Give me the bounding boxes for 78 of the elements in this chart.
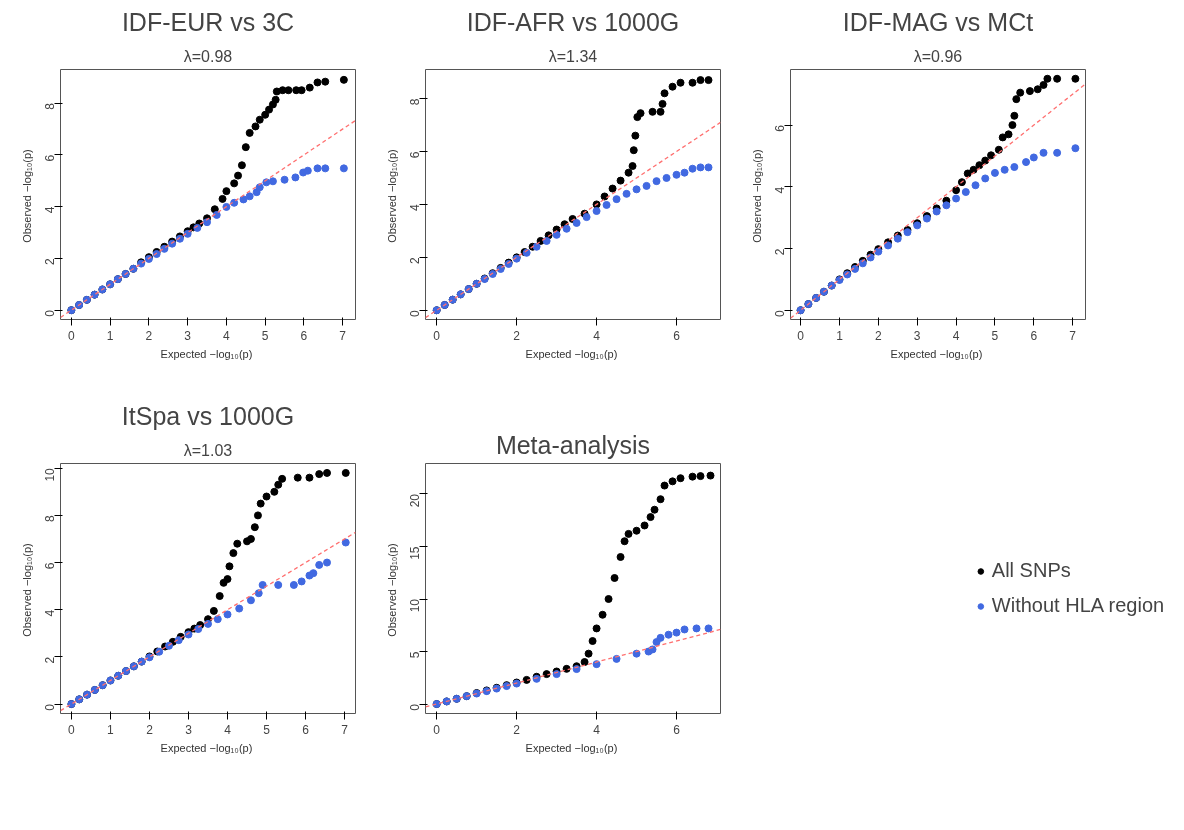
- y-tick-label: 0: [43, 703, 57, 711]
- y-tick-label: 8: [43, 102, 57, 110]
- x-tick-label: 3: [184, 328, 192, 343]
- x-tick-label: 6: [673, 722, 681, 737]
- x-tick-label: 2: [513, 328, 521, 343]
- y-tick-label: 0: [408, 309, 422, 317]
- x-tick-label: 5: [263, 722, 271, 737]
- x-tick-label: 4: [223, 328, 231, 343]
- y-tick-label: 6: [408, 151, 422, 159]
- y-tick-label: 4: [43, 609, 57, 617]
- chart-subtitle: λ=0.98: [183, 47, 233, 65]
- y-tick-label: 2: [43, 656, 57, 664]
- y-axis-title: Observed −log₁₀(p): [385, 149, 398, 243]
- y-tick-label: 15: [408, 546, 422, 560]
- y-tick-label: 0: [773, 309, 787, 317]
- chart-title: IDF-EUR vs 3C: [121, 7, 295, 36]
- x-tick-label: 6: [300, 328, 308, 343]
- x-tick-label: 0: [68, 722, 76, 737]
- x-tick-label: 4: [952, 328, 960, 343]
- chart-subtitle: λ=1.03: [183, 441, 233, 459]
- y-tick-label: 5: [408, 651, 422, 659]
- y-axis-title: Observed −log₁₀(p): [20, 543, 33, 637]
- x-tick-label: 5: [991, 328, 999, 343]
- y-tick-label: 10: [43, 467, 57, 482]
- chart-title: Meta-analysis: [495, 430, 651, 459]
- chart-subtitle: λ=1.34: [548, 47, 598, 65]
- x-tick-label: 4: [593, 328, 601, 343]
- x-tick-label: 1: [106, 328, 114, 343]
- y-tick-label: 8: [43, 515, 57, 523]
- x-tick-label: 1: [107, 722, 115, 737]
- chart-title: IDF-AFR vs 1000G: [466, 7, 680, 36]
- x-tick-label: 7: [1069, 328, 1077, 343]
- y-tick-label: 0: [43, 309, 57, 317]
- y-tick-label: 20: [408, 493, 422, 508]
- y-tick-label: 6: [773, 124, 787, 132]
- x-axis-title: Expected −log₁₀(p): [890, 347, 983, 360]
- x-tick-label: 6: [302, 722, 310, 737]
- x-tick-label: 0: [797, 328, 805, 343]
- y-tick-label: 4: [43, 206, 57, 214]
- y-tick-label: 10: [408, 598, 422, 613]
- x-tick-label: 7: [339, 328, 347, 343]
- y-tick-label: 2: [408, 257, 422, 264]
- x-tick-label: 6: [673, 328, 681, 343]
- y-axis-title: Observed −log₁₀(p): [750, 149, 763, 243]
- y-tick-label: 4: [773, 186, 787, 194]
- y-axis-title: Observed −log₁₀(p): [385, 543, 398, 637]
- x-tick-label: 1: [836, 328, 844, 343]
- legend-label: All SNPs: [991, 559, 1071, 582]
- x-tick-label: 0: [433, 328, 441, 343]
- legend-label: Without HLA region: [991, 594, 1165, 617]
- chart-title: IDF-MAG vs MCt: [842, 7, 1034, 36]
- x-tick-label: 2: [513, 722, 521, 737]
- x-tick-label: 4: [593, 722, 601, 737]
- y-tick-label: 2: [773, 248, 787, 256]
- y-tick-label: 6: [43, 562, 57, 570]
- x-tick-label: 7: [341, 722, 349, 737]
- x-tick-label: 0: [68, 328, 76, 343]
- y-tick-label: 6: [43, 154, 57, 162]
- x-tick-label: 3: [913, 328, 921, 343]
- chart-title: ItSpa vs 1000G: [121, 401, 295, 430]
- chart-subtitle: λ=0.96: [913, 47, 963, 65]
- x-tick-label: 0: [433, 722, 441, 737]
- x-tick-label: 3: [185, 722, 193, 737]
- y-tick-label: 8: [408, 98, 422, 106]
- y-tick-label: 4: [408, 204, 422, 212]
- x-tick-label: 5: [261, 328, 269, 343]
- x-axis-title: Expected −log₁₀(p): [525, 347, 618, 360]
- x-tick-label: 2: [875, 328, 882, 343]
- y-tick-label: 2: [43, 258, 57, 266]
- x-axis-title: Expected −log₁₀(p): [525, 741, 618, 754]
- y-tick-label: 0: [408, 703, 422, 711]
- x-tick-label: 2: [145, 328, 153, 343]
- x-axis-title: Expected −log₁₀(p): [160, 741, 253, 754]
- y-axis-title: Observed −log₁₀(p): [20, 149, 33, 243]
- x-tick-label: 2: [146, 722, 154, 737]
- x-tick-label: 6: [1030, 328, 1038, 343]
- x-tick-label: 4: [224, 722, 232, 737]
- x-axis-title: Expected −log₁₀(p): [160, 347, 253, 360]
